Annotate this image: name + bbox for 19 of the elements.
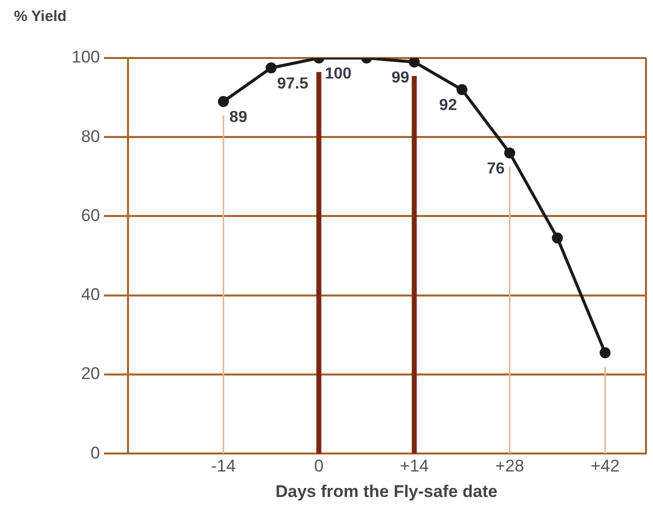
data-label: 100 (324, 65, 352, 82)
x-tick-label: -14 (211, 456, 236, 476)
x-tick-label: 0 (314, 456, 324, 476)
data-label: 97.5 (277, 75, 308, 92)
y-tick-label: 60 (81, 206, 100, 225)
y-tick-label: 80 (81, 126, 100, 146)
y-tick-label: 100 (72, 48, 100, 67)
data-label: 92 (439, 97, 458, 114)
x-tick-label: +14 (400, 456, 429, 476)
x-tick-label: +42 (590, 456, 620, 476)
y-axis-title: % Yield (14, 8, 67, 25)
data-label: 99 (391, 69, 410, 86)
data-label: 76 (486, 160, 505, 178)
data-label: 89 (229, 108, 248, 126)
x-tick-label: +28 (495, 456, 524, 476)
y-tick-label: 40 (81, 285, 100, 304)
y-tick-label: 20 (81, 364, 100, 384)
x-axis-title: Days from the Fly-safe date (274, 482, 498, 502)
y-tick-label: 0 (90, 443, 100, 462)
